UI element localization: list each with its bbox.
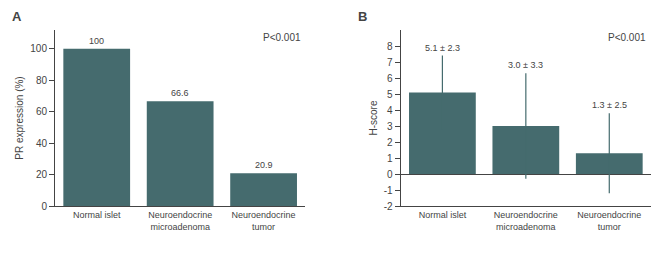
svg-text:0: 0 [41,201,47,212]
svg-text:Neuroendocrinetumor: Neuroendocrinetumor [577,210,641,232]
svg-text:P<0.001: P<0.001 [608,32,646,43]
svg-text:1.3 ± 2.5: 1.3 ± 2.5 [592,100,627,110]
svg-text:60: 60 [36,106,48,117]
svg-text:66.6: 66.6 [171,88,189,98]
svg-text:-2: -2 [384,201,393,212]
svg-text:-1: -1 [384,185,393,196]
svg-text:3.0 ± 3.3: 3.0 ± 3.3 [508,60,543,70]
svg-text:5.1 ± 2.3: 5.1 ± 2.3 [425,43,460,53]
svg-text:Normal islet: Normal islet [73,210,121,220]
svg-text:4: 4 [387,105,393,116]
svg-text:H-score: H-score [368,100,379,135]
svg-text:A: A [12,9,22,24]
svg-text:40: 40 [36,138,48,149]
svg-text:1: 1 [387,153,393,164]
svg-text:8: 8 [387,41,393,52]
svg-text:Neuroendocrinemicroadenoma: Neuroendocrinemicroadenoma [148,210,212,232]
svg-text:5: 5 [387,89,393,100]
svg-text:P<0.001: P<0.001 [263,32,301,43]
svg-text:Normal islet: Normal islet [419,210,467,220]
svg-text:100: 100 [89,36,104,46]
svg-text:100: 100 [30,43,47,54]
svg-text:20: 20 [36,169,48,180]
svg-text:0: 0 [387,169,393,180]
svg-text:Neuroendocrinemicroadenoma: Neuroendocrinemicroadenoma [494,210,558,232]
svg-text:6: 6 [387,73,393,84]
svg-text:20.9: 20.9 [255,160,273,170]
svg-text:PR expression (%): PR expression (%) [14,76,25,159]
svg-text:2: 2 [387,137,393,148]
svg-text:B: B [358,9,367,24]
svg-text:7: 7 [387,57,393,68]
svg-text:Neuroendocrinetumor: Neuroendocrinetumor [232,210,296,232]
svg-text:3: 3 [387,121,393,132]
svg-text:80: 80 [36,75,48,86]
